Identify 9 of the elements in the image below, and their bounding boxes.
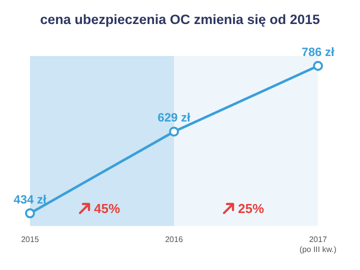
data-label: 629 zł <box>158 110 192 125</box>
x-tick-label: 2017 (po III kw.) <box>300 235 337 254</box>
x-tick-label: 2015 <box>21 235 40 244</box>
chart-title: cena ubezpieczenia OC zmienia się od 2015 <box>39 11 321 29</box>
x-tick-label: 2016 <box>165 235 184 244</box>
band-label: 25% <box>238 201 264 216</box>
data-label: 434 zł <box>14 192 48 206</box>
band-label: 45% <box>94 201 120 216</box>
data-label: 786 zł <box>302 44 336 59</box>
